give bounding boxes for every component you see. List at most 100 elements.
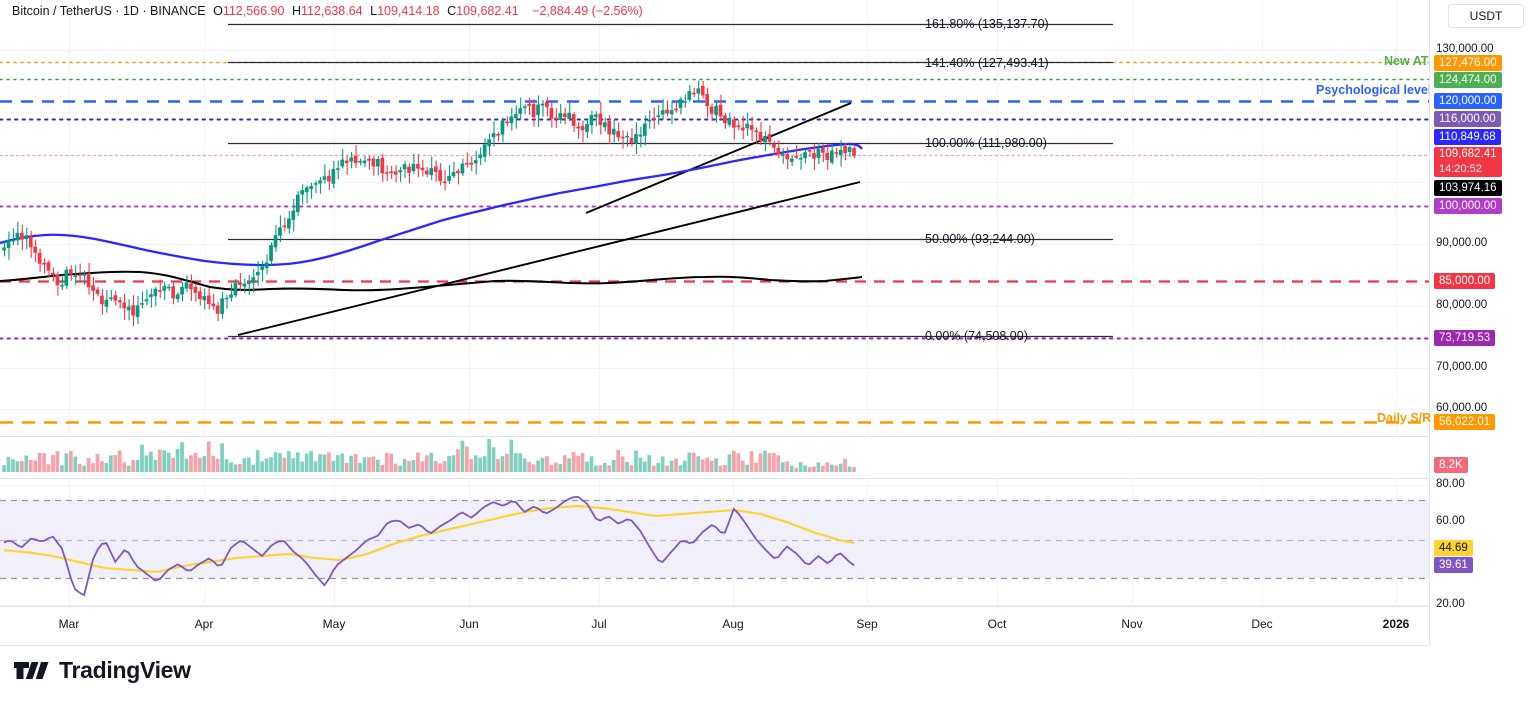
daily-sr-badge[interactable]: 56,022.01 <box>1434 414 1496 430</box>
volume-bar <box>100 461 104 472</box>
volume-bar <box>398 465 402 472</box>
volume-bar <box>340 453 345 472</box>
rsi-value-badge[interactable]: 39.61 <box>1434 557 1473 573</box>
candle-body <box>331 169 336 184</box>
new-ath-badge[interactable]: 124,474.00 <box>1434 72 1502 88</box>
round-level-badge[interactable]: 100,000.00 <box>1434 198 1502 214</box>
candle-body <box>522 106 527 108</box>
volume-bar <box>202 455 207 472</box>
candle-body <box>758 132 763 142</box>
interval-label[interactable]: 1D <box>122 4 139 18</box>
last-price-badge[interactable]: 109,682.41 14:20:52 <box>1434 147 1502 177</box>
candle-body <box>411 164 416 172</box>
time-axis[interactable]: Mar Apr May Jun Jul Aug Sep Oct Nov Dec 2026 <box>0 606 1430 646</box>
candle-body <box>696 88 701 94</box>
candle-body <box>723 115 727 124</box>
candle-body <box>273 235 278 248</box>
candle-body <box>465 162 469 165</box>
rsi-pane[interactable] <box>0 478 1430 606</box>
volume-bar <box>135 459 140 472</box>
volume-bar <box>745 464 750 472</box>
candle-body <box>487 139 491 147</box>
volume-bar <box>198 457 202 472</box>
volume-bar <box>567 458 572 472</box>
psychological-badge[interactable]: 120,000.00 <box>1434 93 1502 109</box>
volume-bar <box>460 440 465 472</box>
volume-bar <box>554 462 558 472</box>
candle-body <box>193 287 198 293</box>
volume-bar <box>304 453 309 472</box>
candle-body <box>335 168 340 170</box>
volume-bar <box>380 464 385 472</box>
candle-body <box>794 156 798 158</box>
volume-bar <box>171 458 175 472</box>
volume-bar <box>674 458 678 472</box>
volume-bar <box>571 452 576 472</box>
candle-body <box>367 158 371 161</box>
candle-body <box>55 274 60 286</box>
tradingview-logo[interactable]: TradingView <box>14 657 191 684</box>
volume-badge[interactable]: 8.2K <box>1434 457 1468 473</box>
ohlc-open-label: O <box>213 4 223 18</box>
daily-sr-label: Daily S/R <box>1377 411 1432 425</box>
volume-bar <box>794 467 798 472</box>
volume-bar <box>131 459 135 472</box>
volume-pane[interactable] <box>0 436 1430 478</box>
volume-bar <box>367 457 371 472</box>
volume-bar <box>803 465 807 472</box>
volume-bar <box>709 460 714 472</box>
volume-bar <box>344 462 349 472</box>
price-axis[interactable]: USDT 130,000.00 90,000.00 80,000.00 70,000.… <box>1429 0 1536 645</box>
volume-bar <box>407 460 411 472</box>
support-badge[interactable]: 103,974.16 <box>1434 180 1502 196</box>
volume-bar <box>46 464 51 472</box>
candle-body <box>843 146 847 153</box>
candle-body <box>852 148 856 156</box>
volume-bar <box>447 456 451 472</box>
price-pane[interactable]: 161.80% (135,137.70) 141.40% (127,493.41… <box>0 0 1437 436</box>
candle-body <box>816 148 821 159</box>
volume-bar <box>322 454 327 472</box>
candle-body <box>238 282 242 285</box>
candle-body <box>184 282 189 289</box>
volume-bar <box>362 457 367 472</box>
candle-body <box>429 168 434 176</box>
volume-bar <box>700 459 705 472</box>
volume-bar <box>255 450 260 472</box>
volume-bar <box>451 455 456 472</box>
volume-bar <box>531 464 536 472</box>
lower-level-badge[interactable]: 85,000.00 <box>1434 273 1496 289</box>
candle-body <box>371 158 376 167</box>
volume-bar <box>527 461 531 472</box>
volume-bar <box>812 466 816 472</box>
volume-bar <box>705 457 709 472</box>
volume-bar <box>562 455 567 472</box>
volume-bar <box>438 463 442 472</box>
candlestick-series <box>2 80 856 327</box>
candle-body <box>763 136 767 143</box>
rsi-ma-badge[interactable]: 44.69 <box>1434 540 1473 556</box>
volume-bar <box>86 457 91 472</box>
volume-bar <box>309 450 313 472</box>
candle-body <box>634 134 638 144</box>
volume-bar <box>269 457 273 472</box>
candle-body <box>282 225 287 228</box>
volume-bar <box>166 452 171 472</box>
currency-label[interactable]: USDT <box>1448 4 1524 28</box>
ath-level-badge[interactable]: 127,476.00 <box>1434 55 1502 71</box>
volume-bar <box>611 459 616 472</box>
resistance-badge[interactable]: 116,000.00 <box>1434 111 1501 127</box>
volume-bar <box>727 454 732 472</box>
volume-bar <box>589 456 594 472</box>
volume-bar <box>665 465 669 472</box>
volume-bar <box>242 458 247 472</box>
volume-bar <box>585 461 589 472</box>
symbol-name[interactable]: Bitcoin / TetherUS <box>12 4 112 18</box>
volume-bar <box>660 456 665 472</box>
time-axis-tick: Dec <box>1251 617 1273 631</box>
fib-low-badge[interactable]: 73,719.53 <box>1434 330 1496 346</box>
candle-body <box>518 108 523 114</box>
exchange-label[interactable]: BINANCE <box>150 4 206 18</box>
ma-badge[interactable]: 110,849.68 <box>1434 129 1501 145</box>
candle-body <box>122 302 127 309</box>
